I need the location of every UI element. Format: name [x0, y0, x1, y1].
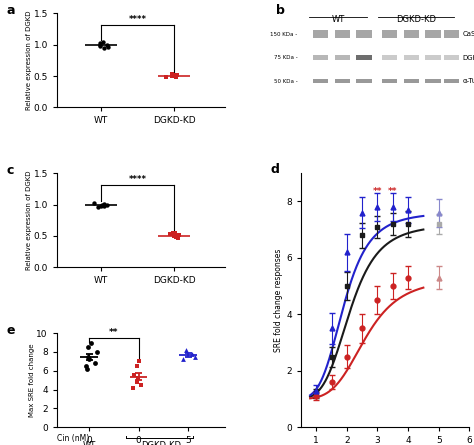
Text: CaSR: CaSR: [463, 31, 474, 37]
Text: **: **: [109, 328, 118, 337]
Text: **: **: [388, 187, 398, 196]
Bar: [335, 79, 350, 83]
Text: WT: WT: [82, 441, 96, 445]
Point: [91, 360, 98, 367]
Text: ****: ****: [128, 175, 146, 184]
Y-axis label: Relative expression of DGKD: Relative expression of DGKD: [26, 11, 32, 110]
Bar: [404, 56, 419, 60]
Point: [100, 203, 108, 210]
Point: [86, 356, 93, 363]
Text: DGKD-KD: DGKD-KD: [396, 15, 436, 24]
Y-axis label: SRE fold change responses: SRE fold change responses: [274, 249, 283, 352]
Point: [173, 74, 180, 81]
Text: e: e: [6, 324, 15, 337]
Point: [83, 365, 91, 372]
Point: [97, 202, 105, 210]
Text: b: b: [276, 4, 284, 17]
Point: [171, 231, 178, 238]
Bar: [444, 56, 459, 60]
Bar: [313, 30, 328, 38]
Point: [99, 38, 107, 45]
Bar: [356, 56, 372, 60]
Point: [96, 42, 103, 49]
Text: WT: WT: [331, 15, 345, 24]
Point: [172, 234, 180, 241]
Bar: [426, 30, 441, 38]
Bar: [426, 79, 441, 83]
Text: DGKD-KD: DGKD-KD: [141, 441, 181, 445]
Point: [170, 232, 178, 239]
Text: a: a: [6, 4, 15, 17]
Bar: [382, 56, 397, 60]
Bar: [335, 56, 350, 60]
Bar: [382, 79, 397, 83]
Point: [136, 358, 143, 365]
Point: [134, 363, 141, 370]
Bar: [313, 79, 328, 83]
Point: [168, 73, 176, 80]
Point: [96, 41, 104, 48]
Point: [94, 348, 101, 356]
Text: DGKD: DGKD: [463, 55, 474, 61]
Y-axis label: Relative expression of DGKD: Relative expression of DGKD: [26, 170, 32, 270]
Point: [191, 353, 198, 360]
Point: [179, 356, 187, 363]
Point: [175, 235, 182, 242]
Point: [175, 232, 183, 239]
Point: [168, 71, 176, 78]
Point: [166, 231, 173, 238]
Point: [134, 379, 141, 386]
Point: [137, 381, 145, 388]
Point: [103, 201, 110, 208]
Y-axis label: Max SRE fold change: Max SRE fold change: [29, 344, 35, 417]
Point: [171, 72, 179, 79]
Text: **: **: [373, 187, 382, 196]
Point: [173, 71, 181, 78]
Point: [171, 230, 179, 237]
Point: [94, 203, 101, 210]
Point: [104, 43, 111, 50]
Text: ****: ****: [128, 15, 146, 24]
Bar: [444, 79, 459, 83]
Text: 75 KDa -: 75 KDa -: [274, 55, 298, 60]
Point: [131, 372, 138, 379]
Point: [98, 201, 106, 208]
Bar: [335, 30, 350, 38]
Bar: [356, 30, 372, 38]
Bar: [426, 56, 441, 60]
Bar: [356, 79, 372, 83]
Point: [134, 375, 142, 382]
Point: [129, 384, 137, 391]
Point: [182, 347, 190, 354]
Bar: [404, 79, 419, 83]
Bar: [444, 30, 459, 38]
Point: [168, 73, 176, 80]
Text: c: c: [6, 164, 14, 177]
Point: [84, 353, 92, 360]
Point: [172, 233, 180, 240]
Point: [100, 200, 107, 207]
Text: d: d: [271, 163, 280, 176]
Text: α-Tubulin: α-Tubulin: [463, 78, 474, 84]
Bar: [313, 56, 328, 60]
Text: 50 KDa -: 50 KDa -: [274, 79, 298, 84]
Point: [87, 339, 94, 346]
Point: [104, 41, 111, 48]
Text: 150 KDa -: 150 KDa -: [270, 32, 298, 36]
Point: [100, 44, 108, 51]
Point: [96, 40, 103, 47]
Text: Cin (nM): Cin (nM): [57, 434, 89, 443]
Point: [90, 200, 98, 207]
Point: [82, 363, 90, 370]
Point: [188, 350, 196, 357]
Bar: [404, 30, 419, 38]
Bar: [382, 30, 397, 38]
Point: [162, 73, 169, 80]
Point: [169, 229, 177, 236]
Point: [84, 344, 91, 351]
